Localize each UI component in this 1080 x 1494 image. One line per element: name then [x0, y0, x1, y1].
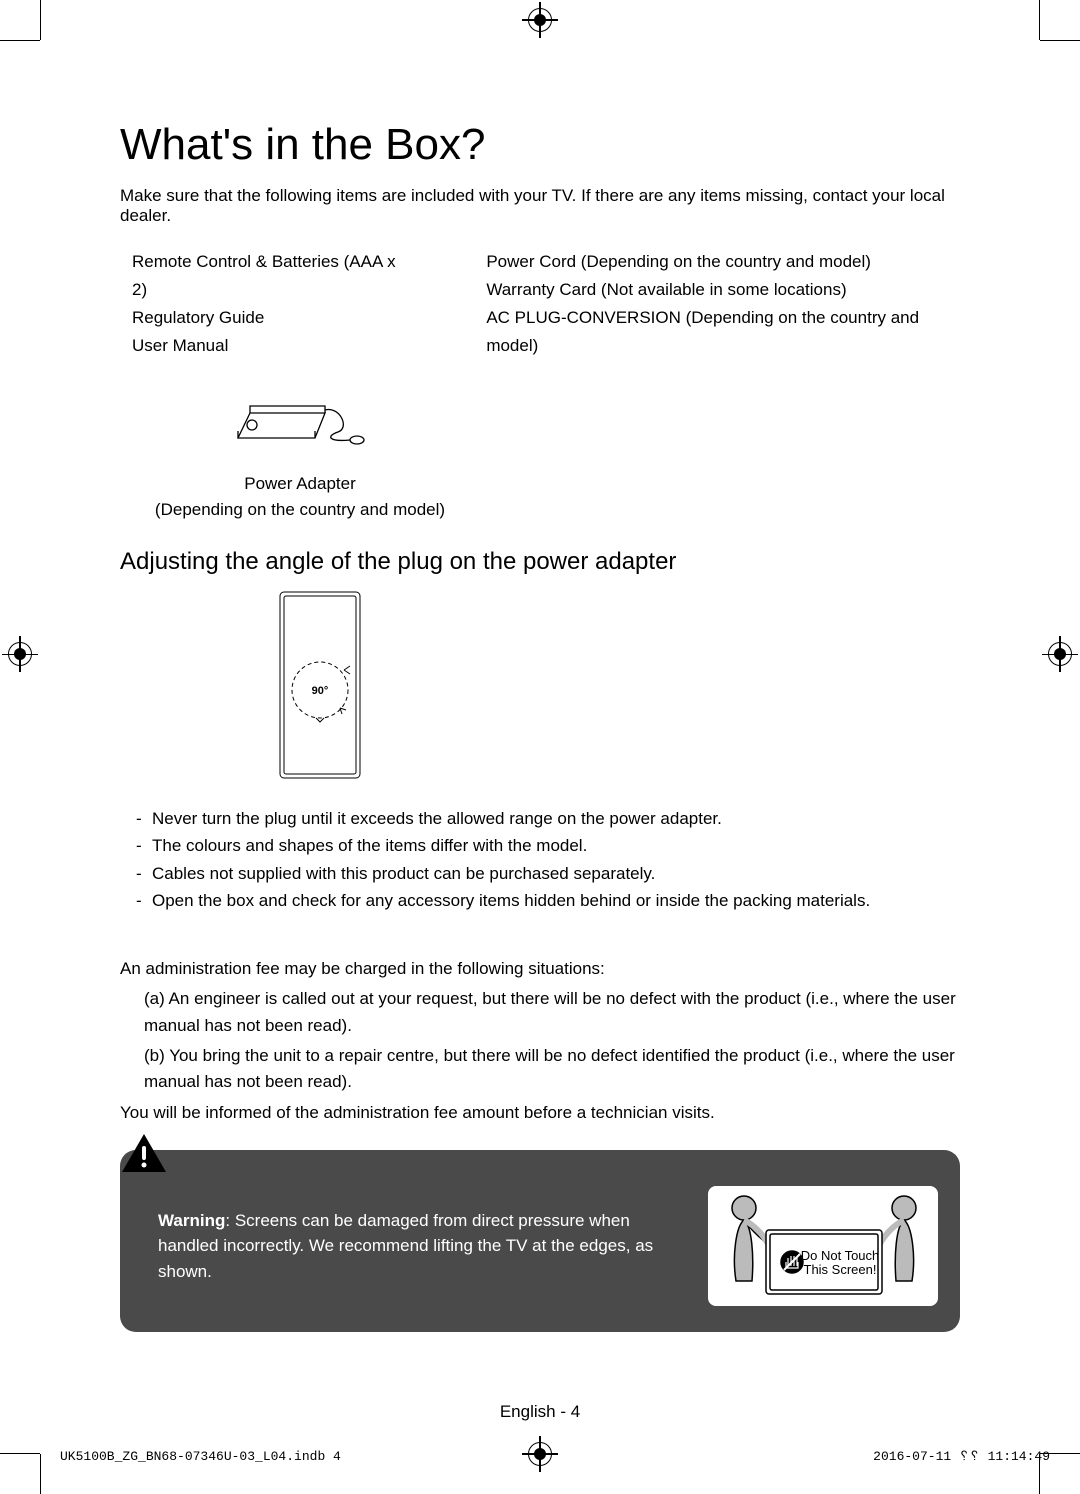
list-item: Power Cord (Depending on the country and…: [486, 248, 960, 276]
section-heading: Adjusting the angle of the plug on the p…: [120, 548, 960, 576]
page-title: What's in the Box?: [120, 120, 960, 170]
power-adapter-block: Power Adapter (Depending on the country …: [120, 378, 480, 522]
page-content: What's in the Box? Make sure that the fo…: [60, 60, 1020, 1434]
list-item: Never turn the plug until it exceeds the…: [120, 805, 960, 832]
plug-angle-diagram: 90°: [260, 590, 380, 780]
list-item: Regulatory Guide: [132, 304, 406, 332]
warning-box: Warning: Screens can be damaged from dir…: [120, 1150, 960, 1332]
crop-mark: [40, 0, 41, 40]
footer-page-label: English - 4: [500, 1402, 580, 1422]
adapter-note: (Depending on the country and model): [120, 497, 480, 523]
crop-mark: [0, 1453, 40, 1454]
items-col-left: Remote Control & Batteries (AAA x 2) Reg…: [132, 248, 406, 360]
list-item: Remote Control & Batteries (AAA x 2): [132, 248, 406, 304]
admin-b: (b) You bring the unit to a repair centr…: [120, 1043, 960, 1096]
included-items: Remote Control & Batteries (AAA x 2) Reg…: [120, 248, 960, 360]
adapter-label: Power Adapter: [120, 471, 480, 497]
illus-line1: Do Not Touch: [801, 1248, 880, 1263]
registration-mark-icon: [1048, 642, 1072, 666]
crop-mark: [1039, 0, 1040, 40]
crop-mark: [0, 40, 40, 41]
angle-label: 90°: [312, 685, 329, 697]
list-item: User Manual: [132, 332, 406, 360]
list-item: The colours and shapes of the items diff…: [120, 832, 960, 859]
registration-mark-icon: [528, 8, 552, 32]
notes-list: Never turn the plug until it exceeds the…: [120, 805, 960, 914]
list-item: AC PLUG-CONVERSION (Depending on the cou…: [486, 304, 960, 360]
warning-body: : Screens can be damaged from direct pre…: [158, 1211, 653, 1281]
registration-mark-icon: [528, 1442, 552, 1466]
crop-mark: [40, 1454, 41, 1494]
list-item: Open the box and check for any accessory…: [120, 887, 960, 914]
list-item: Warranty Card (Not available in some loc…: [486, 276, 960, 304]
warning-triangle-icon: [120, 1132, 168, 1176]
power-adapter-icon: [220, 378, 380, 458]
registration-mark-icon: [8, 642, 32, 666]
footer-file-label: UK5100B_ZG_BN68-07346U-03_L04.indb 4: [60, 1449, 341, 1464]
admin-a: (a) An engineer is called out at your re…: [120, 986, 960, 1039]
illus-line2: This Screen!: [804, 1262, 877, 1277]
admin-intro: An administration fee may be charged in …: [120, 956, 960, 982]
items-col-right: Power Cord (Depending on the country and…: [486, 248, 960, 360]
warning-illustration: Do Not Touch This Screen!: [708, 1186, 938, 1306]
intro-text: Make sure that the following items are i…: [120, 186, 960, 226]
list-item: Cables not supplied with this product ca…: [120, 860, 960, 887]
warning-text: Warning: Screens can be damaged from dir…: [158, 1208, 680, 1285]
warning-label: Warning: [158, 1211, 225, 1230]
admin-out: You will be informed of the administrati…: [120, 1100, 960, 1126]
footer-timestamp: 2016-07-11 ␦␦ 11:14:49: [873, 1449, 1050, 1464]
crop-mark: [1040, 40, 1080, 41]
